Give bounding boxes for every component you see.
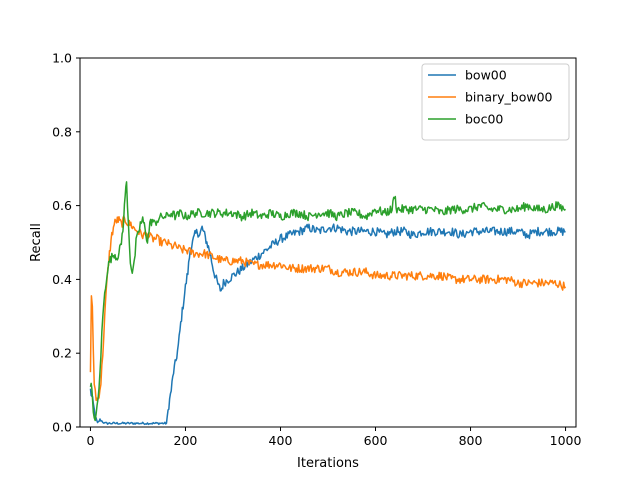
x-tick-label: 0	[86, 433, 94, 448]
y-axis-title: Recall	[29, 223, 44, 262]
y-tick-label: 0.8	[52, 124, 72, 139]
legend-box	[421, 63, 570, 141]
y-tick-label: 1.0	[52, 51, 72, 66]
x-tick-label: 400	[269, 433, 293, 448]
x-tick-label: 1000	[550, 433, 582, 448]
series-line-boc00	[89, 181, 567, 422]
x-axis-title: Iterations	[297, 456, 359, 471]
legend-label: boc00	[465, 112, 503, 127]
legend-label: bow00	[465, 68, 507, 83]
legend: bow00 binary_bow00 boc00	[421, 63, 570, 141]
series-line-binary-bow00	[89, 215, 567, 402]
x-axis: 0 200 400 600 800 1000	[86, 427, 582, 448]
legend-label: binary_bow00	[465, 90, 553, 105]
x-tick-label: 600	[364, 433, 388, 448]
series-layer	[89, 181, 567, 426]
series-line-bow00	[89, 223, 566, 426]
plot-frame	[79, 57, 577, 428]
y-tick-label: 0.4	[52, 272, 72, 287]
y-tick-label: 0.2	[52, 346, 72, 361]
y-tick-label: 0.6	[52, 198, 72, 213]
x-tick-label: 800	[459, 433, 483, 448]
y-axis: 0.0 0.2 0.4 0.6 0.8 1.0	[52, 51, 80, 435]
x-tick-label: 200	[174, 433, 198, 448]
y-tick-label: 0.0	[52, 420, 72, 435]
